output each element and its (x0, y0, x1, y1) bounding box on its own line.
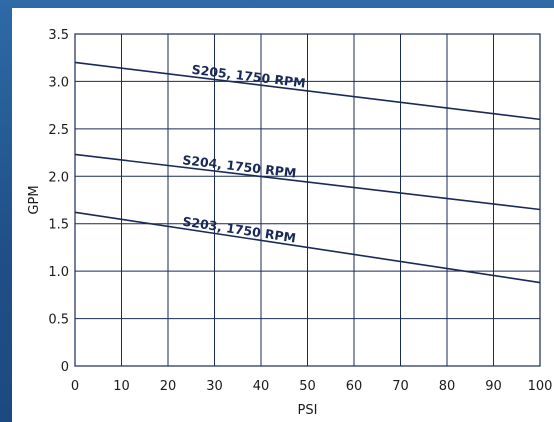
y-tick-label: 2.5 (48, 123, 69, 138)
y-tick-label: 1.5 (48, 218, 69, 233)
plot-border (74, 33, 541, 367)
y-tick-labels: 0 0.5 1.0 1.5 2.0 2.5 3.0 3.5 (48, 28, 69, 375)
series-line-0 (74, 61, 541, 121)
chart-panel (12, 8, 554, 422)
x-tick-label: 70 (392, 379, 409, 394)
y-tick-label: 3.5 (48, 28, 69, 43)
x-tick-label: 30 (206, 379, 223, 394)
y-tick-label: 2.0 (48, 170, 69, 185)
y-tick-label: 0.5 (48, 313, 69, 328)
series-label-2: S203, 1750 RPM (182, 214, 298, 246)
x-tick-label: 50 (299, 379, 316, 394)
x-tick-label: 60 (346, 379, 363, 394)
series-line-2 (74, 211, 541, 284)
x-tick-label: 80 (439, 379, 456, 394)
y-tick-label: 1.0 (48, 265, 69, 280)
x-tick-label: 40 (253, 379, 270, 394)
grid (74, 33, 541, 367)
series-label-0: S205, 1750 RPM (191, 62, 307, 91)
x-tick-label: 90 (485, 379, 502, 394)
x-tick-label: 10 (113, 379, 130, 394)
x-axis-title: PSI (298, 403, 318, 418)
x-tick-labels: 0 10 20 30 40 50 60 70 80 90 100 (71, 379, 553, 394)
series-line-1 (74, 153, 541, 211)
x-tick-label: 100 (528, 379, 553, 394)
y-axis-title: GPM (27, 185, 42, 214)
plot-area-border (74, 33, 541, 367)
x-tick-label: 0 (71, 379, 79, 394)
x-tick-label: 20 (160, 379, 177, 394)
series-lines (74, 61, 541, 284)
y-tick-label: 3.0 (48, 75, 69, 90)
y-tick-label: 0 (61, 360, 69, 375)
